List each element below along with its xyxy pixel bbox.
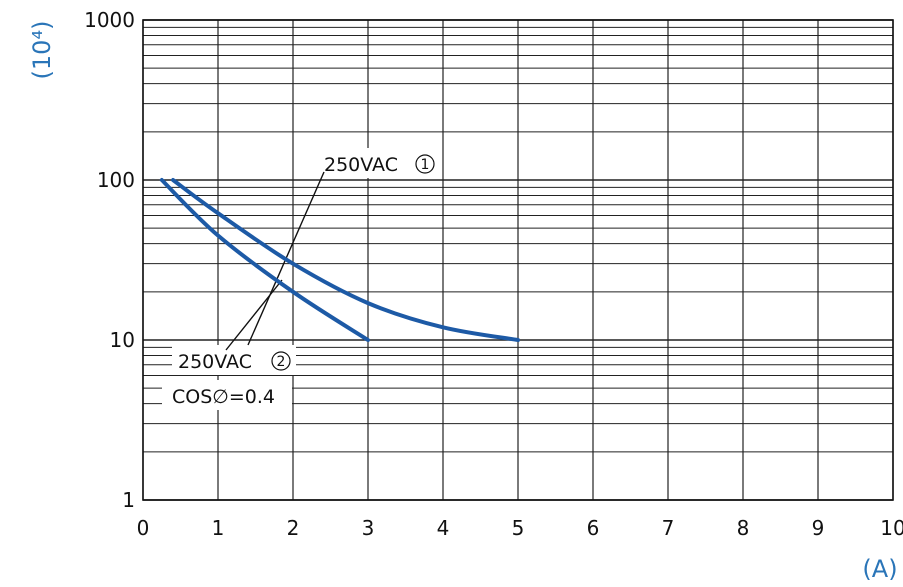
x-tick-label: 9 <box>812 516 825 540</box>
annotation-cos-text: COS∅=0.4 <box>172 386 275 408</box>
annotation-cos-bg <box>162 380 292 410</box>
x-tick-label: 6 <box>587 516 600 540</box>
leader-lines <box>225 171 325 351</box>
y-tick-label: 100 <box>97 168 135 192</box>
plot-frame <box>142 19 894 501</box>
annotation-1-bg <box>318 148 440 178</box>
leader-line-2 <box>225 279 283 351</box>
x-tick-label: 0 <box>137 516 150 540</box>
annotation-2-circle <box>271 351 291 371</box>
annotation-2-text: 250VAC <box>178 351 252 373</box>
annotation-1-marker: 1 <box>421 157 430 173</box>
axis-frame <box>142 19 894 501</box>
y-axis-unit-label: (10⁴) <box>28 21 56 80</box>
x-tick-label: 10 <box>880 516 903 540</box>
x-tick-label: 8 <box>737 516 750 540</box>
x-tick-label: 1 <box>212 516 225 540</box>
series-layer <box>159 178 520 342</box>
annotation-1-circle <box>415 154 435 174</box>
annotation-2-bg <box>172 345 296 375</box>
x-tick-label: 5 <box>512 516 525 540</box>
x-tick-label: 7 <box>662 516 675 540</box>
x-tick-labels: 0 1 2 3 4 5 6 7 8 9 10 <box>137 516 903 540</box>
annotation-1-text: 250VAC <box>324 154 398 176</box>
x-tick-label: 4 <box>437 516 450 540</box>
y-tick-labels: 1 10 100 1000 <box>84 8 135 512</box>
x-tick-label: 2 <box>287 516 300 540</box>
grid-major <box>142 19 894 501</box>
annotation-2-marker: 2 <box>277 354 286 370</box>
series-line-2 <box>159 178 370 342</box>
y-tick-label: 1000 <box>84 8 135 32</box>
x-tick-label: 3 <box>362 516 375 540</box>
y-tick-label: 10 <box>110 328 135 352</box>
series-line-1 <box>171 178 520 342</box>
y-tick-label: 1 <box>122 488 135 512</box>
x-axis-unit-label: (A) <box>862 555 897 583</box>
